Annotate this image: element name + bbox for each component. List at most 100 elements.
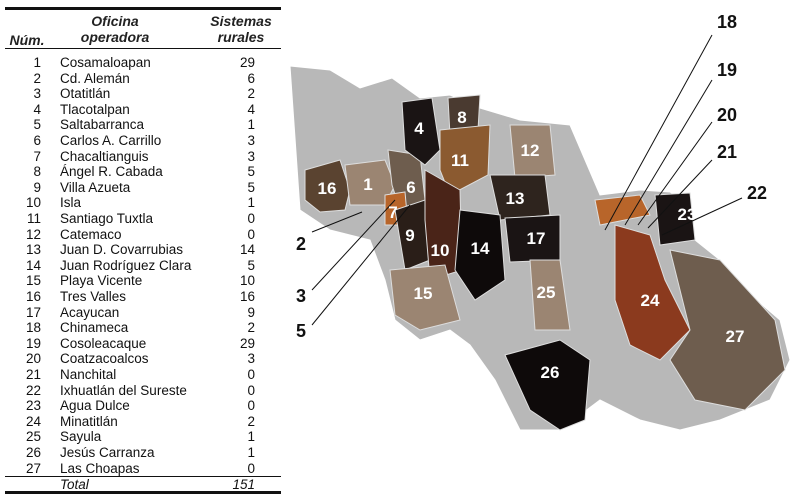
cell-oficina: Isla bbox=[60, 195, 82, 211]
cell-oficina: Ixhuatlán del Sureste bbox=[60, 382, 187, 398]
cell-oficina: Jesús Carranza bbox=[60, 445, 155, 460]
cell-sistemas: 0 bbox=[247, 382, 255, 398]
header-sistemas: Sistemas rurales bbox=[201, 13, 281, 45]
table-row: 13 Juan D. Covarrubias 14 bbox=[5, 242, 281, 258]
region-label: 26 bbox=[541, 363, 560, 382]
region-13 bbox=[489, 174, 551, 221]
region-label: 3 bbox=[296, 286, 306, 306]
total-value: 151 bbox=[232, 477, 255, 492]
table-row: 15 Playa Vicente 10 bbox=[5, 273, 281, 289]
region-label: 18 bbox=[717, 12, 737, 32]
cell-sistemas: 2 bbox=[247, 320, 255, 336]
table-row: 27 Las Choapas 0 bbox=[5, 461, 281, 477]
table-row: 20 Coatzacoalcos 3 bbox=[5, 351, 281, 367]
header-oficina-line1: Oficina bbox=[91, 13, 139, 29]
cell-num: 12 bbox=[25, 226, 41, 242]
cell-sistemas: 0 bbox=[247, 226, 255, 242]
cell-oficina: Otatitlán bbox=[60, 86, 111, 102]
cell-sistemas: 0 bbox=[247, 398, 255, 414]
cell-sistemas: 3 bbox=[247, 351, 255, 367]
table-row: 12 Catemaco 0 bbox=[5, 227, 281, 243]
cell-sistemas: 14 bbox=[239, 242, 255, 258]
cell-oficina: Las Choapas bbox=[60, 460, 140, 476]
region-label: 10 bbox=[431, 241, 450, 260]
cell-num: 6 bbox=[33, 133, 41, 148]
table-row: 3 Otatitlán 2 bbox=[5, 86, 281, 102]
table-row: 21 Nanchital 0 bbox=[5, 367, 281, 383]
leader-lines bbox=[311, 34, 743, 326]
cell-num: 2 bbox=[33, 70, 41, 86]
region-label: 5 bbox=[296, 321, 306, 341]
table-row: 19 Cosoleacaque 29 bbox=[5, 336, 281, 352]
cell-oficina: Carlos A. Carrillo bbox=[60, 133, 162, 148]
cell-num: 19 bbox=[25, 335, 41, 351]
table-row: 6 Carlos A. Carrillo 3 bbox=[5, 133, 281, 149]
region-15 bbox=[389, 264, 461, 331]
header-sistemas-line1: Sistemas bbox=[210, 13, 272, 29]
table-row: 18 Chinameca 2 bbox=[5, 320, 281, 336]
cell-num: 10 bbox=[25, 195, 41, 211]
cell-oficina: Cosamaloapan bbox=[60, 55, 151, 70]
cell-oficina: Juan Rodríguez Clara bbox=[60, 257, 192, 273]
table-row: 25 Sayula 1 bbox=[5, 429, 281, 445]
region-label: 22 bbox=[747, 183, 767, 203]
cell-oficina: Saltabarranca bbox=[60, 117, 145, 133]
table-row: 14 Juan Rodríguez Clara 5 bbox=[5, 258, 281, 274]
region-18-19-20 bbox=[594, 194, 651, 226]
table-top-rule bbox=[5, 7, 281, 10]
cell-oficina: Cd. Alemán bbox=[60, 70, 130, 86]
total-label: Total bbox=[60, 477, 89, 492]
table-row: 4 Tlacotalpan 4 bbox=[5, 102, 281, 118]
cell-oficina: Acayucan bbox=[60, 304, 120, 320]
cell-sistemas: 16 bbox=[239, 289, 255, 304]
table-row: 26 Jesús Carranza 1 bbox=[5, 445, 281, 461]
cell-num: 11 bbox=[26, 211, 41, 226]
region-label: 19 bbox=[717, 60, 737, 80]
cell-sistemas: 0 bbox=[247, 211, 255, 226]
cell-sistemas: 29 bbox=[239, 335, 255, 351]
cell-sistemas: 5 bbox=[247, 179, 255, 195]
cell-sistemas: 5 bbox=[247, 257, 255, 273]
cell-oficina: Agua Dulce bbox=[60, 398, 130, 414]
cell-sistemas: 1 bbox=[247, 445, 255, 460]
region-12 bbox=[509, 124, 556, 179]
cell-sistemas: 1 bbox=[247, 117, 255, 133]
cell-oficina: Tlacotalpan bbox=[60, 101, 130, 117]
region-26 bbox=[504, 339, 591, 431]
cell-oficina: Chinameca bbox=[60, 320, 129, 336]
region-25 bbox=[529, 259, 571, 331]
region-label: 25 bbox=[537, 283, 556, 302]
region-label: 7 bbox=[388, 203, 397, 222]
cell-num: 5 bbox=[33, 117, 41, 133]
table-row: 1 Cosamaloapan 29 bbox=[5, 55, 281, 71]
cell-sistemas: 3 bbox=[247, 133, 255, 148]
table-row: 24 Minatitlán 2 bbox=[5, 414, 281, 430]
cell-oficina: Minatitlán bbox=[60, 413, 118, 429]
region-label: 21 bbox=[717, 142, 737, 162]
header-oficina: Oficina operadora bbox=[60, 13, 170, 45]
cell-sistemas: 4 bbox=[247, 101, 255, 117]
cell-num: 7 bbox=[33, 148, 41, 164]
region-11 bbox=[439, 124, 491, 196]
table-row: 5 Saltabarranca 1 bbox=[5, 117, 281, 133]
cell-sistemas: 9 bbox=[247, 304, 255, 320]
header-oficina-line2: operadora bbox=[80, 29, 150, 45]
region-16 bbox=[304, 159, 351, 213]
total-row: Total 151 bbox=[5, 477, 281, 493]
region-label: 11 bbox=[451, 151, 469, 170]
header-num: Núm. bbox=[9, 32, 45, 48]
cell-num: 27 bbox=[25, 460, 41, 476]
region-24 bbox=[614, 224, 691, 361]
cell-oficina: Catemaco bbox=[60, 226, 122, 242]
header-sistemas-line2: rurales bbox=[217, 29, 265, 45]
table-row: 22 Ixhuatlán del Sureste 0 bbox=[5, 383, 281, 399]
cell-sistemas: 1 bbox=[247, 195, 255, 211]
cell-num: 4 bbox=[33, 101, 41, 117]
header-rule bbox=[5, 48, 281, 49]
table-row: 2 Cd. Alemán 6 bbox=[5, 71, 281, 87]
cell-num: 24 bbox=[25, 413, 41, 429]
cell-num: 3 bbox=[33, 86, 41, 102]
cell-num: 14 bbox=[25, 257, 41, 273]
table-row: 17 Acayucan 9 bbox=[5, 305, 281, 321]
region-label: 20 bbox=[717, 105, 737, 125]
